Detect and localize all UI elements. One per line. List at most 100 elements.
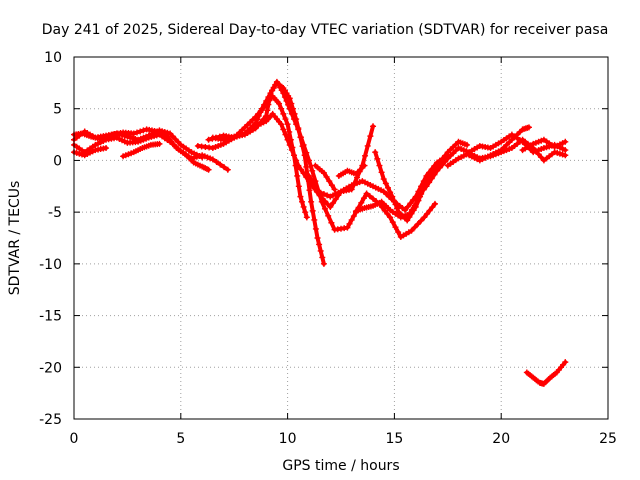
data-point bbox=[303, 163, 310, 170]
x-axis-label: GPS time / hours bbox=[282, 458, 399, 474]
data-point bbox=[332, 196, 339, 203]
data-point bbox=[303, 149, 310, 156]
data-point bbox=[302, 209, 309, 216]
data-point bbox=[280, 110, 287, 117]
data-point bbox=[284, 136, 291, 143]
data-point bbox=[378, 169, 385, 176]
data-point bbox=[331, 186, 338, 193]
data-point bbox=[390, 197, 397, 204]
data-point bbox=[297, 134, 304, 141]
data-point bbox=[379, 204, 386, 211]
data-point bbox=[366, 193, 373, 200]
data-point bbox=[320, 260, 327, 267]
data-point bbox=[134, 129, 141, 136]
data-point bbox=[562, 359, 569, 366]
data-point bbox=[308, 176, 315, 183]
data-point bbox=[294, 172, 301, 179]
data-point bbox=[288, 147, 295, 154]
data-point bbox=[392, 201, 399, 208]
y-axis-label: SDTVAR / TECUs bbox=[7, 181, 23, 296]
data-point bbox=[418, 190, 425, 197]
data-point bbox=[372, 149, 379, 156]
data-point bbox=[525, 124, 532, 131]
data-point bbox=[297, 193, 304, 200]
data-point bbox=[317, 247, 324, 254]
data-point bbox=[305, 157, 312, 164]
data-point bbox=[350, 213, 357, 220]
data-point bbox=[414, 221, 421, 228]
data-point bbox=[264, 107, 271, 114]
data-point bbox=[367, 133, 374, 140]
data-point bbox=[252, 113, 259, 120]
data-point bbox=[348, 216, 355, 223]
data-point bbox=[317, 189, 324, 196]
x-tick-label: 20 bbox=[492, 431, 510, 447]
data-point bbox=[384, 184, 391, 191]
data-point bbox=[562, 147, 569, 154]
data-point bbox=[532, 148, 539, 155]
data-point bbox=[205, 136, 212, 143]
data-point bbox=[306, 187, 313, 194]
data-point bbox=[362, 152, 369, 159]
y-tick-label: -20 bbox=[39, 360, 62, 376]
data-point bbox=[224, 166, 231, 173]
data-point bbox=[411, 202, 418, 209]
data-point bbox=[428, 175, 435, 182]
data-point bbox=[255, 110, 262, 117]
data-point bbox=[442, 158, 449, 165]
data-point bbox=[415, 193, 422, 200]
data-point bbox=[327, 203, 334, 210]
data-point bbox=[311, 216, 318, 223]
data-point bbox=[464, 141, 471, 148]
data-point bbox=[303, 214, 310, 221]
data-point bbox=[404, 217, 411, 224]
y-tick-label: 0 bbox=[53, 153, 62, 169]
data-point bbox=[286, 95, 293, 102]
data-point bbox=[381, 207, 388, 214]
data-point bbox=[300, 170, 307, 177]
data-point bbox=[282, 131, 289, 138]
x-tick-label: 0 bbox=[70, 431, 79, 447]
series-track-8 bbox=[209, 78, 438, 240]
data-point bbox=[389, 219, 396, 226]
data-point bbox=[535, 151, 542, 158]
series-track-3 bbox=[71, 126, 212, 173]
data-point bbox=[344, 224, 351, 231]
data-point bbox=[394, 205, 401, 212]
x-tick-label: 15 bbox=[385, 431, 403, 447]
data-point bbox=[312, 184, 319, 191]
data-point bbox=[140, 127, 147, 134]
data-point bbox=[376, 162, 383, 169]
data-point bbox=[406, 211, 413, 218]
data-point bbox=[392, 224, 399, 231]
data-point bbox=[162, 131, 169, 138]
data-point bbox=[426, 179, 433, 186]
data-point bbox=[314, 235, 321, 241]
data-point bbox=[439, 161, 446, 168]
data-point bbox=[316, 241, 323, 248]
data-point bbox=[293, 121, 300, 128]
data-point bbox=[103, 145, 110, 152]
data-point bbox=[295, 183, 302, 190]
plot-frame bbox=[73, 56, 609, 420]
data-point bbox=[168, 138, 175, 145]
data-point bbox=[300, 203, 307, 210]
data-point bbox=[103, 133, 110, 140]
data-point bbox=[402, 207, 409, 214]
data-point bbox=[407, 200, 414, 207]
data-point bbox=[297, 166, 304, 173]
data-point bbox=[387, 189, 394, 196]
axis-ticks: 0 5 10 15 20 25 -25 -20 -15 -10 -5 0 5 10 bbox=[39, 50, 617, 447]
x-tick-label: 5 bbox=[176, 431, 185, 447]
data-point bbox=[370, 195, 377, 202]
data-point bbox=[360, 195, 367, 202]
y-tick-label: -25 bbox=[39, 412, 62, 428]
series-track-14 bbox=[335, 162, 368, 179]
data-point bbox=[346, 220, 353, 227]
data-point bbox=[305, 172, 312, 179]
data-point bbox=[156, 140, 163, 147]
data-point bbox=[324, 192, 331, 199]
data-points bbox=[71, 78, 569, 387]
series-track-13 bbox=[312, 162, 338, 193]
data-point bbox=[404, 203, 411, 210]
